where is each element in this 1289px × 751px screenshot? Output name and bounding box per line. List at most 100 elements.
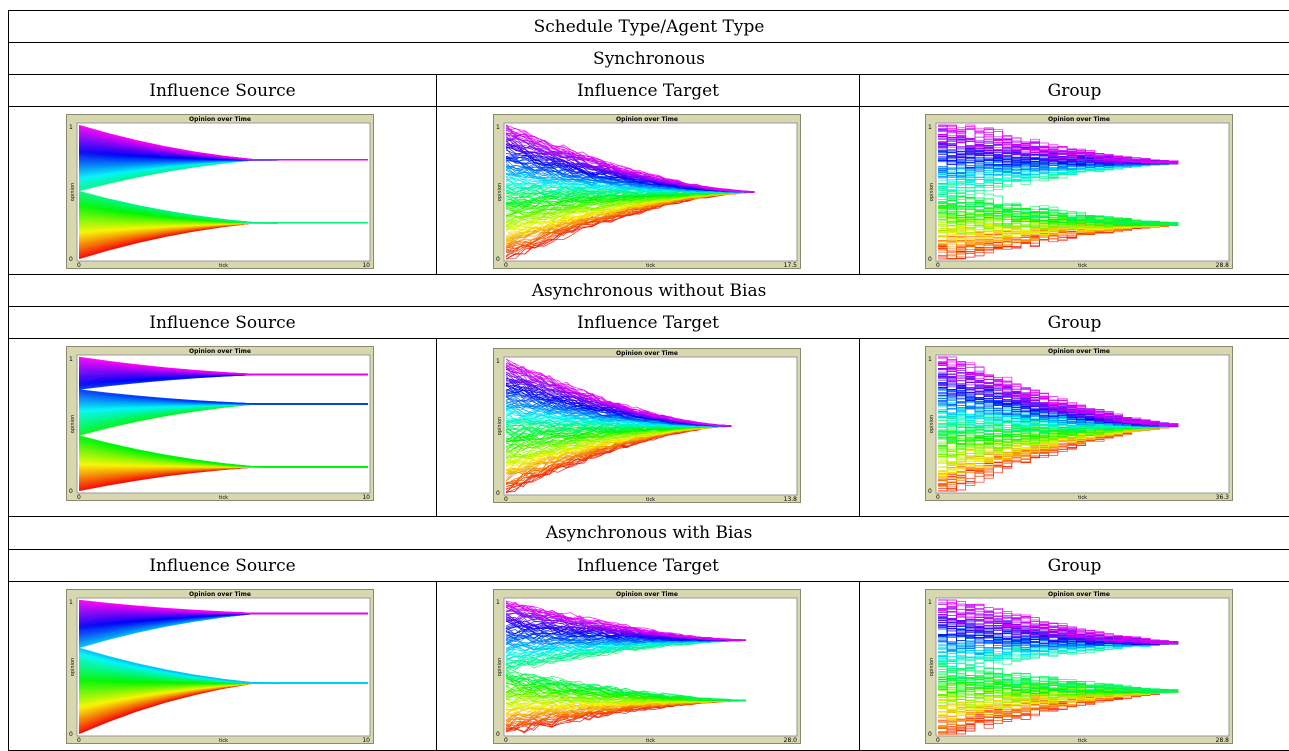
x-tick-label: 0 [936,494,940,501]
series-line [505,151,755,193]
col-header-influence-target: Influence Target [576,312,719,333]
rule [8,74,1289,75]
plot-area [935,122,1230,262]
x-axis-label: tick [219,495,228,501]
rule [436,74,437,274]
rule [8,306,1289,307]
rule [8,10,9,751]
y-axis-label: opinion [497,417,503,435]
series-group [78,124,368,260]
x-axis-label: tick [1078,263,1087,269]
series-group [505,358,732,494]
series-line [505,602,746,641]
col-header-influence-source: Influence Source [149,80,296,101]
x-axis-label: tick [1078,738,1087,744]
x-tick-label: 0 [504,737,508,744]
chart-svg: Opinion over Time 1 0 opinion 0 28.8 tick [925,589,1233,744]
x-tick-label: 0 [936,262,940,269]
series-group [938,599,1179,735]
rule [859,581,860,750]
series-line [505,673,746,702]
series-line [938,599,1179,644]
series-group [938,124,1179,260]
rule [436,338,437,516]
rule [859,74,860,274]
x-tick-label: 13.8 [784,496,798,503]
x-tick-label: 17.5 [784,262,798,269]
y-tick-label: 0 [69,488,73,495]
x-tick-label: 0 [77,494,81,501]
series-line [938,185,1179,226]
series-line [938,601,1179,644]
series-line [505,124,755,192]
plot-async-nobias-influence-source: Opinion over Time 1 0 opinion 0 10 tick [66,346,374,501]
x-tick-label: 0 [77,262,81,269]
y-tick-label: 1 [69,124,73,131]
x-tick-label: 10 [362,737,370,744]
y-axis-label: opinion [929,658,935,676]
x-tick-label: 28.8 [1216,737,1230,744]
rule [8,42,1289,43]
rule [8,516,1289,517]
series-line [505,605,746,641]
series-line [78,190,368,224]
chart-title: Opinion over Time [1048,591,1110,598]
series-line [505,124,755,193]
x-tick-label: 36.3 [1216,494,1230,501]
series-line [505,358,732,427]
x-axis-label: tick [219,263,228,269]
rule [8,106,1289,107]
x-tick-label: 10 [362,494,370,501]
series-line [938,124,1179,164]
chart-title: Opinion over Time [616,116,678,123]
col-header-group: Group [1047,555,1102,576]
y-axis-label: opinion [497,183,503,201]
y-axis-label: opinion [70,183,76,201]
x-tick-label: 0 [936,737,940,744]
chart-title: Opinion over Time [189,116,251,123]
plot-sync-influence-source: Opinion over Time 1 0 opinion 0 10 tick [66,114,374,269]
plot-async-bias-influence-source: Opinion over Time 1 0 opinion 0 10 tick [66,589,374,744]
y-tick-label: 1 [496,124,500,131]
rule [436,581,437,750]
x-axis-label: tick [646,497,655,503]
plot-async-nobias-group: Opinion over Time 1 0 opinion 0 36.3 tick [925,346,1233,501]
section-async-with-bias: Asynchronous with Bias [545,523,753,543]
chart-svg: Opinion over Time 1 0 opinion 0 13.8 tick [493,348,801,503]
plot-sync-influence-target: Opinion over Time 1 0 opinion 0 17.5 tick [493,114,801,269]
y-tick-label: 0 [69,731,73,738]
series-line [938,356,1179,425]
chart-title: Opinion over Time [189,591,251,598]
x-tick-label: 10 [362,262,370,269]
col-header-influence-target: Influence Target [576,555,719,576]
plot-area [935,597,1230,737]
x-tick-label: 0 [504,496,508,503]
y-tick-label: 1 [928,599,932,606]
chart-title: Opinion over Time [189,348,251,355]
rule [8,549,1289,550]
section-async-without-bias: Asynchronous without Bias [531,280,767,301]
chart-title: Opinion over Time [616,591,678,598]
y-axis-label: opinion [70,658,76,676]
y-tick-label: 0 [496,490,500,497]
y-axis-label: opinion [497,658,503,676]
rule [8,338,1289,339]
series-line [938,125,1179,165]
rule [8,274,1289,275]
x-axis-label: tick [646,263,655,269]
col-header-influence-source: Influence Source [149,555,296,576]
x-tick-label: 28.0 [784,737,798,744]
y-tick-label: 1 [496,358,500,365]
y-tick-label: 1 [928,356,932,363]
chart-svg: Opinion over Time 1 0 opinion 0 28.8 tick [925,114,1233,269]
plot-async-bias-influence-target: Opinion over Time 1 0 opinion 0 28.0 tick [493,589,801,744]
y-tick-label: 1 [69,599,73,606]
series-line [938,361,1179,426]
y-tick-label: 0 [69,256,73,263]
table-title: Schedule Type/Agent Type [533,16,765,37]
rule [859,338,860,516]
rule [8,10,1289,11]
chart-title: Opinion over Time [1048,116,1110,123]
